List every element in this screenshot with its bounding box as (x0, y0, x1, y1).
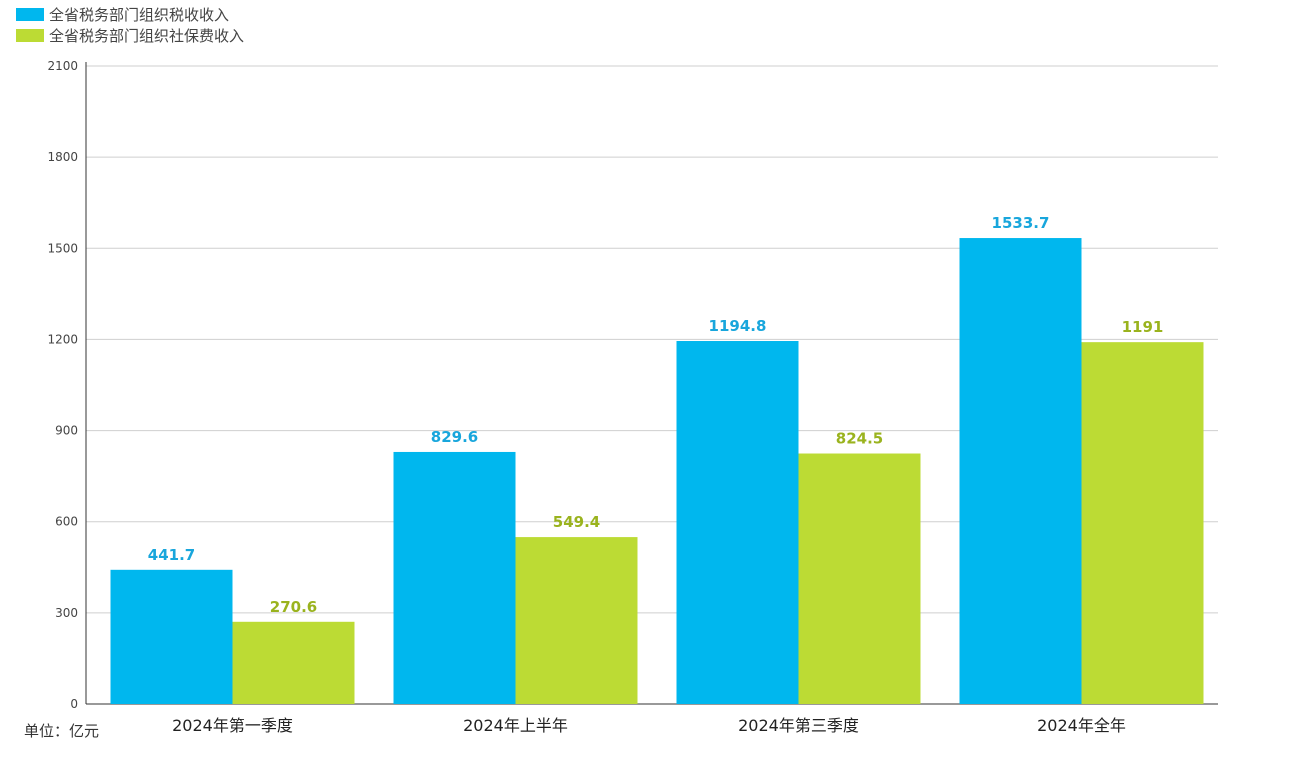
bar (798, 453, 921, 704)
legend-swatch-social-security (16, 29, 44, 42)
y-tick-label: 300 (55, 606, 78, 620)
bar (676, 341, 799, 704)
legend: 全省税务部门组织税收收入 全省税务部门组织社保费收入 (16, 4, 244, 46)
bar (959, 238, 1082, 704)
x-tick-label: 2024年全年 (1037, 716, 1126, 735)
y-tick-label: 1200 (47, 332, 78, 346)
legend-label-social-security: 全省税务部门组织社保费收入 (49, 27, 245, 45)
bar (393, 451, 516, 704)
bar (110, 569, 233, 704)
data-label: 549.4 (553, 513, 600, 531)
data-label: 824.5 (836, 430, 883, 448)
data-label: 829.6 (431, 428, 478, 446)
data-label: 1194.8 (709, 317, 767, 335)
y-tick-label: 2100 (47, 59, 78, 73)
bar (515, 537, 638, 704)
x-tick-label: 2024年第一季度 (172, 716, 293, 735)
x-tick-label: 2024年上半年 (463, 716, 568, 735)
bar (1081, 342, 1204, 704)
data-label: 441.7 (148, 546, 195, 564)
unit-label: 单位：亿元 (24, 722, 100, 740)
data-label: 1191 (1122, 318, 1164, 336)
y-tick-label: 0 (70, 697, 78, 711)
legend-item-social-security: 全省税务部门组织社保费收入 (16, 25, 244, 46)
y-tick-label: 600 (55, 515, 78, 529)
data-label: 270.6 (270, 598, 317, 616)
data-label: 1533.7 (992, 214, 1050, 232)
legend-label-tax: 全省税务部门组织税收收入 (49, 6, 230, 24)
y-tick-label: 1800 (47, 150, 78, 164)
y-tick-label: 900 (55, 424, 78, 438)
legend-swatch-tax (16, 8, 44, 21)
y-tick-label: 1500 (47, 241, 78, 255)
legend-item-tax: 全省税务部门组织税收收入 (16, 4, 244, 25)
x-tick-label: 2024年第三季度 (738, 716, 859, 735)
bar (232, 621, 355, 704)
